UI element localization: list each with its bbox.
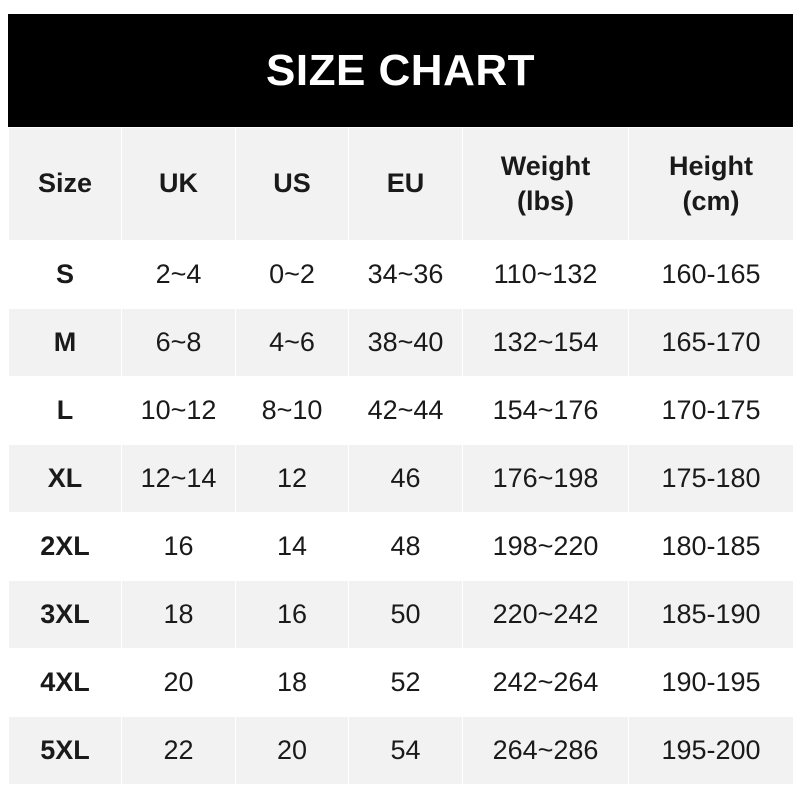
table-cell: 12 (235, 444, 349, 513)
table-cell: 20 (235, 716, 349, 785)
table-cell: 12~14 (121, 444, 236, 513)
table-cell: 2~4 (121, 240, 236, 309)
table-cell: 14 (235, 512, 349, 581)
size-cell: XL (8, 444, 122, 513)
table-cell: 154~176 (462, 376, 629, 445)
table-cell: 198~220 (462, 512, 629, 581)
column-header: EU (348, 127, 463, 241)
header-row: Size UK US EU Weight (lbs) Height (cm) (8, 127, 794, 241)
table-cell: 50 (348, 580, 463, 649)
column-header: Height (cm) (628, 127, 794, 241)
chart-title: SIZE CHART (8, 14, 793, 127)
table-cell: 160-165 (628, 240, 794, 309)
table-cell: 18 (235, 648, 349, 717)
size-cell: 3XL (8, 580, 122, 649)
table-cell: 6~8 (121, 308, 236, 377)
table-cell: 110~132 (462, 240, 629, 309)
table-row: XL 12~14 12 46 176~198 175-180 (8, 444, 794, 513)
size-cell: 5XL (8, 716, 122, 785)
table-row: S 2~4 0~2 34~36 110~132 160-165 (8, 240, 794, 309)
table-row: L 10~12 8~10 42~44 154~176 170-175 (8, 376, 794, 445)
size-cell: S (8, 240, 122, 309)
table-row: 3XL 18 16 50 220~242 185-190 (8, 580, 794, 649)
size-cell: L (8, 376, 122, 445)
table-cell: 176~198 (462, 444, 629, 513)
column-header: UK (121, 127, 236, 241)
table-cell: 38~40 (348, 308, 463, 377)
table-cell: 46 (348, 444, 463, 513)
table-cell: 190-195 (628, 648, 794, 717)
table-cell: 0~2 (235, 240, 349, 309)
column-header: Weight (lbs) (462, 127, 629, 241)
column-header: Size (8, 127, 122, 241)
table-cell: 175-180 (628, 444, 794, 513)
table-cell: 22 (121, 716, 236, 785)
table-cell: 170-175 (628, 376, 794, 445)
table-row: M 6~8 4~6 38~40 132~154 165-170 (8, 308, 794, 377)
table-cell: 195-200 (628, 716, 794, 785)
table-cell: 42~44 (348, 376, 463, 445)
table-cell: 52 (348, 648, 463, 717)
table-cell: 16 (121, 512, 236, 581)
table-cell: 8~10 (235, 376, 349, 445)
table-cell: 54 (348, 716, 463, 785)
table-cell: 242~264 (462, 648, 629, 717)
table-cell: 185-190 (628, 580, 794, 649)
size-chart: SIZE CHART Size UK US EU Weight (lbs) Height … (8, 14, 794, 785)
size-table: Size UK US EU Weight (lbs) Height (cm) S 2~4 0~… (8, 127, 794, 785)
table-cell: 10~12 (121, 376, 236, 445)
size-cell: 4XL (8, 648, 122, 717)
table-cell: 34~36 (348, 240, 463, 309)
table-row: 5XL 22 20 54 264~286 195-200 (8, 716, 794, 785)
table-cell: 16 (235, 580, 349, 649)
size-cell: M (8, 308, 122, 377)
table-cell: 48 (348, 512, 463, 581)
table-cell: 132~154 (462, 308, 629, 377)
table-cell: 20 (121, 648, 236, 717)
column-header: US (235, 127, 349, 241)
table-cell: 18 (121, 580, 236, 649)
table-cell: 264~286 (462, 716, 629, 785)
table-row: 4XL 20 18 52 242~264 190-195 (8, 648, 794, 717)
table-cell: 4~6 (235, 308, 349, 377)
table-cell: 165-170 (628, 308, 794, 377)
size-cell: 2XL (8, 512, 122, 581)
table-cell: 220~242 (462, 580, 629, 649)
table-cell: 180-185 (628, 512, 794, 581)
table-row: 2XL 16 14 48 198~220 180-185 (8, 512, 794, 581)
